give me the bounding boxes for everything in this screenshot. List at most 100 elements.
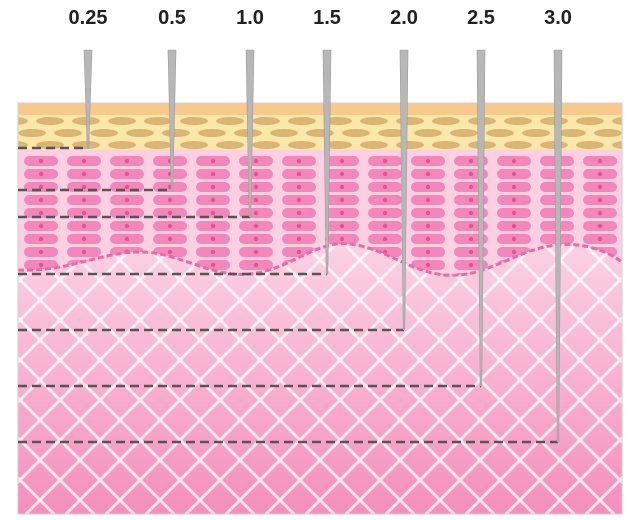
epidermis-cell — [24, 156, 58, 166]
epidermis-cell — [239, 221, 273, 231]
corneum-cell — [252, 141, 280, 149]
corneum-cell — [216, 141, 244, 149]
corneum-cell — [360, 117, 388, 125]
epidermis-cell — [497, 169, 531, 179]
epidermis-cell — [411, 247, 445, 257]
epidermis-cell — [24, 169, 58, 179]
epidermis-cell — [411, 234, 445, 244]
epidermis-cell — [24, 234, 58, 244]
corneum-cell — [576, 141, 604, 149]
epidermis-cell — [325, 221, 359, 231]
epidermis-cell — [153, 221, 187, 231]
needle-label-2-5: 2.5 — [467, 7, 495, 29]
epidermis-cell — [282, 169, 316, 179]
corneum-cell — [54, 129, 82, 137]
epidermis-cell — [368, 208, 402, 218]
needles — [83, 49, 563, 443]
corneum-cell — [342, 129, 370, 137]
epidermis-cell — [196, 208, 230, 218]
epidermis-cells — [24, 156, 617, 276]
epidermis-cell — [110, 221, 144, 231]
corneum-cell — [324, 141, 352, 149]
corneum-cell — [180, 141, 208, 149]
epidermis-cell — [24, 195, 58, 205]
epidermis-cell — [196, 221, 230, 231]
corneum-cell — [144, 117, 172, 125]
needle-label-2-0: 2.0 — [390, 7, 418, 29]
needle — [245, 49, 255, 218]
epidermis-cell — [368, 169, 402, 179]
epidermis-cell — [153, 195, 187, 205]
epidermis-cell — [583, 169, 617, 179]
epidermis-cell — [411, 260, 445, 270]
corneum-cell — [126, 129, 154, 137]
corneum-cell — [612, 141, 622, 149]
epidermis-cell — [196, 234, 230, 244]
epidermis-cell — [583, 221, 617, 231]
epidermis-cell — [24, 247, 58, 257]
basement-membrane — [18, 242, 622, 277]
epidermis-cell — [67, 234, 101, 244]
epidermis-cell — [24, 221, 58, 231]
epidermis-cell — [325, 169, 359, 179]
epidermis-cell — [583, 156, 617, 166]
epidermis-cell — [282, 234, 316, 244]
corneum-cell — [144, 141, 172, 149]
corneum-cell — [594, 129, 622, 137]
epidermis-cell — [67, 221, 101, 231]
corneum-cell — [522, 129, 550, 137]
epidermis-cell — [282, 156, 316, 166]
corneum-cell — [558, 129, 586, 137]
corneum-cell — [108, 117, 136, 125]
corneum-cell — [288, 117, 316, 125]
epidermis-cell — [110, 208, 144, 218]
epidermis-cell — [196, 182, 230, 192]
needle — [322, 49, 332, 275]
epidermis-cell — [282, 182, 316, 192]
epidermis-cell — [411, 182, 445, 192]
epidermis-cell — [239, 208, 273, 218]
corneum-cell — [180, 117, 208, 125]
epidermis-cell — [368, 234, 402, 244]
corneum-cell — [432, 117, 460, 125]
skin-outline — [17, 102, 623, 515]
epidermis-cell — [239, 169, 273, 179]
epidermis-cell — [153, 208, 187, 218]
epidermis-cell — [239, 260, 273, 270]
epidermis-cell — [196, 247, 230, 257]
epidermis-cell — [153, 234, 187, 244]
epidermis-cell — [239, 195, 273, 205]
epidermis-cell — [583, 195, 617, 205]
corneum-cell — [396, 117, 424, 125]
epidermis-cell — [411, 221, 445, 231]
depth-lines — [18, 146, 558, 444]
corneum-cell — [450, 129, 478, 137]
epidermis-cell — [497, 234, 531, 244]
epidermis-cell — [239, 156, 273, 166]
corneum-cell — [36, 117, 64, 125]
epidermis-cell — [497, 156, 531, 166]
corneum-cell — [108, 141, 136, 149]
corneum-cell — [18, 129, 46, 137]
corneum-cell — [252, 117, 280, 125]
epidermis-cell — [368, 195, 402, 205]
corneum-cell — [414, 129, 442, 137]
epidermis-cell — [497, 221, 531, 231]
epidermis-cell — [411, 195, 445, 205]
epidermis-cell — [67, 156, 101, 166]
epidermis-cell — [196, 195, 230, 205]
corneum-cell — [18, 117, 28, 125]
corneum-cell — [72, 117, 100, 125]
needle — [476, 49, 486, 387]
epidermis-cell — [239, 247, 273, 257]
epidermis-cell — [110, 234, 144, 244]
corneum-cell — [576, 117, 604, 125]
needle-label-1-5: 1.5 — [313, 7, 341, 29]
corneum-cell — [198, 129, 226, 137]
needle — [167, 49, 177, 191]
epidermis-cell — [583, 234, 617, 244]
epidermis-cell — [368, 156, 402, 166]
needle-label-0-5: 0.5 — [158, 7, 186, 29]
corneum-cell — [432, 141, 460, 149]
corneum-cell — [504, 141, 532, 149]
